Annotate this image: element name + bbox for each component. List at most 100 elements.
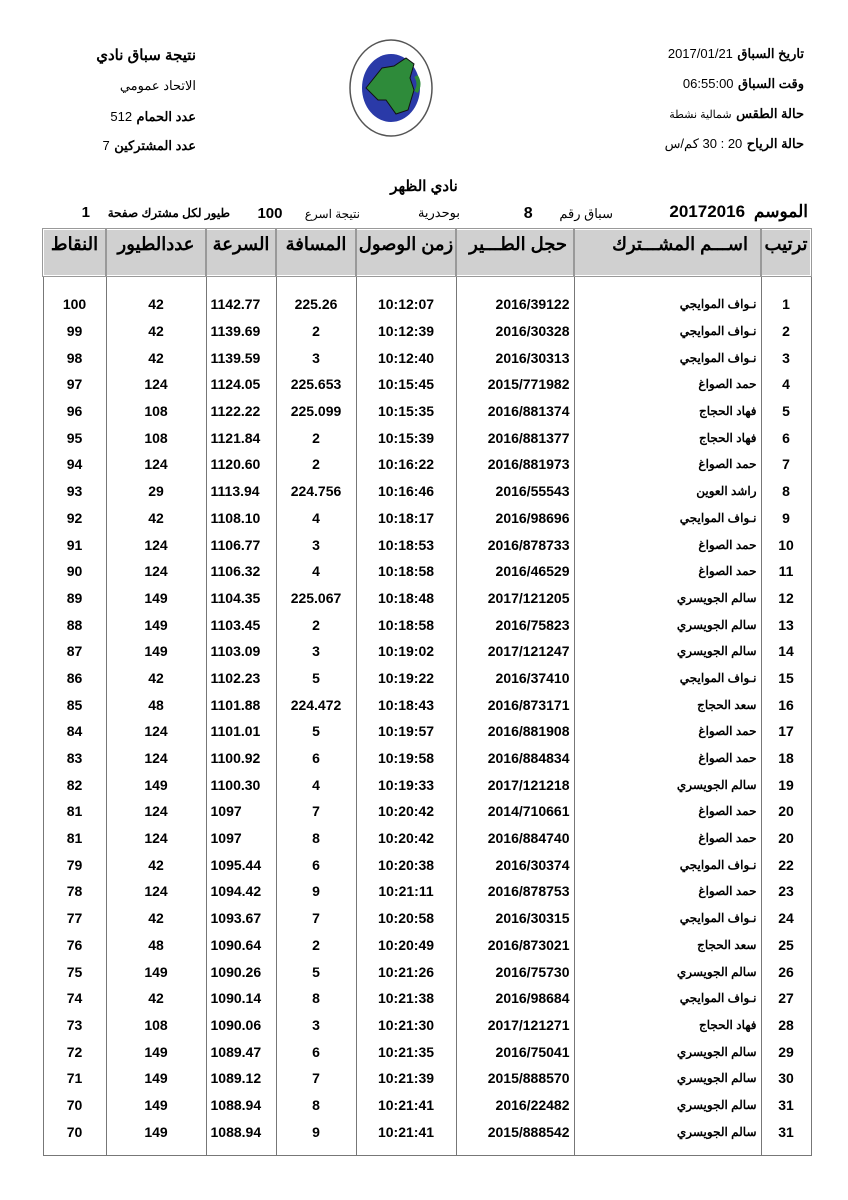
pigeon-count-value: 512 [110, 109, 133, 124]
speed-cell: 1122.22 [205, 397, 277, 425]
participant-cell: نـواف الموايجي [573, 851, 762, 879]
bird-count-cell: 149 [105, 637, 207, 665]
points-cell: 75 [42, 958, 107, 985]
arrival-time-cell: 10:12:07 [355, 276, 457, 318]
fastest-results: نتيجة اسرع 100 [257, 205, 360, 223]
arrival-time-cell: 10:16:22 [355, 451, 457, 478]
bird-count-cell: 149 [105, 771, 207, 799]
table-row: 25 سعد الحجاج 2016/873021 10:20:49 2 1090.64 4… [42, 931, 812, 959]
speed-cell: 1097 [205, 798, 277, 825]
table-row: 11 حمد الصواغ 2016/46529 10:18:58 4 1106.32 12… [42, 557, 812, 585]
weather-label: حالة الطقس [736, 106, 804, 121]
speed-cell: 1106.77 [205, 531, 277, 558]
arrival-time-cell: 10:18:58 [355, 557, 457, 585]
rank-cell: 3 [760, 344, 812, 372]
speed-cell: 1104.35 [205, 584, 277, 612]
header-participant: اســـم المشـــترك [573, 228, 762, 277]
table-row: 14 سالم الجويسري 2017/121247 10:19:02 3 1103.… [42, 637, 812, 665]
bird-count-cell: 149 [105, 584, 207, 612]
table-row: 31 سالم الجويسري 2016/22482 10:21:41 8 1088.9… [42, 1091, 812, 1119]
points-cell: 79 [42, 851, 107, 879]
participant-cell: حمد الصواغ [573, 557, 762, 585]
participant-cell: نـواف الموايجي [573, 344, 762, 372]
bird-count-cell: 42 [105, 851, 207, 879]
bird-count-cell: 124 [105, 798, 207, 825]
arrival-time-cell: 10:18:17 [355, 504, 457, 532]
points-cell: 97 [42, 371, 107, 398]
distance-cell: 224.756 [275, 477, 357, 505]
rank-cell: 4 [760, 371, 812, 398]
table-row: 24 نـواف الموايجي 2016/30315 10:20:58 7 1093.… [42, 904, 812, 932]
distance-cell: 225.067 [275, 584, 357, 612]
distance-cell: 8 [275, 984, 357, 1012]
table-header-row: ترتيب اســـم المشـــترك حجل الطـــير زمن… [42, 228, 812, 277]
distance-cell: 5 [275, 664, 357, 692]
table-row: 9 نـواف الموايجي 2016/98696 10:18:17 4 1108.1… [42, 504, 812, 532]
table-row: 2 نـواف الموايجي 2016/30328 10:12:39 2 1139.6… [42, 317, 812, 345]
season-label: الموسم [753, 202, 808, 221]
participant-cell: سالم الجويسري [573, 1038, 762, 1065]
points-cell: 74 [42, 984, 107, 1012]
participant-cell: نـواف الموايجي [573, 276, 762, 318]
arrival-time-cell: 10:12:40 [355, 344, 457, 372]
table-row: 19 سالم الجويسري 2017/121218 10:19:33 4 1100.… [42, 771, 812, 799]
rank-cell: 13 [760, 611, 812, 638]
participant-cell: سالم الجويسري [573, 584, 762, 612]
participant-cell: سالم الجويسري [573, 611, 762, 638]
bird-count-cell: 42 [105, 317, 207, 345]
participant-cell: سالم الجويسري [573, 1091, 762, 1119]
points-cell: 71 [42, 1064, 107, 1092]
arrival-time-cell: 10:20:49 [355, 931, 457, 959]
participant-cell: فهاد الحجاج [573, 397, 762, 425]
points-cell: 78 [42, 878, 107, 905]
rank-cell: 31 [760, 1118, 812, 1157]
bird-count-cell: 149 [105, 958, 207, 985]
rank-cell: 27 [760, 984, 812, 1012]
rank-cell: 23 [760, 878, 812, 905]
arrival-time-cell: 10:18:43 [355, 691, 457, 718]
speed-cell: 1088.94 [205, 1118, 277, 1157]
ring-cell: 2015/888542 [455, 1118, 575, 1157]
arrival-time-cell: 10:18:53 [355, 531, 457, 558]
rank-cell: 7 [760, 451, 812, 478]
race-number: سباق رقم 8 [524, 205, 613, 223]
ring-cell: 2016/75823 [455, 611, 575, 638]
points-cell: 81 [42, 824, 107, 852]
points-cell: 92 [42, 504, 107, 532]
ring-cell: 2016/878753 [455, 878, 575, 905]
table-row: 29 سالم الجويسري 2016/75041 10:21:35 6 1089.4… [42, 1038, 812, 1065]
race-time: وقت السباق 06:55:00 [683, 75, 804, 93]
rank-cell: 24 [760, 904, 812, 932]
points-cell: 72 [42, 1038, 107, 1065]
bird-count-cell: 42 [105, 664, 207, 692]
table-row: 6 فهاد الحجاج 2016/881377 10:15:39 2 1121.84 1… [42, 424, 812, 452]
rank-cell: 18 [760, 744, 812, 772]
bird-count-cell: 42 [105, 904, 207, 932]
speed-cell: 1094.42 [205, 878, 277, 905]
distance-cell: 225.653 [275, 371, 357, 398]
bird-count-cell: 124 [105, 531, 207, 558]
rank-cell: 5 [760, 397, 812, 425]
distance-cell: 8 [275, 824, 357, 852]
distance-cell: 9 [275, 1118, 357, 1157]
ring-cell: 2015/771982 [455, 371, 575, 398]
speed-cell: 1090.06 [205, 1011, 277, 1039]
participant-count: عدد المشتركين 7 [103, 137, 196, 155]
points-cell: 77 [42, 904, 107, 932]
header-rank: ترتيب [760, 228, 812, 277]
rank-cell: 8 [760, 477, 812, 505]
distance-cell: 3 [275, 1011, 357, 1039]
wind-label: حالة الرياح [746, 136, 804, 151]
speed-cell: 1090.64 [205, 931, 277, 959]
ring-cell: 2016/39122 [455, 276, 575, 318]
rank-cell: 9 [760, 504, 812, 532]
header-bird-count: عددالطيور [105, 228, 207, 277]
participant-cell: نـواف الموايجي [573, 317, 762, 345]
distance-cell: 224.472 [275, 691, 357, 718]
bird-count-cell: 124 [105, 718, 207, 745]
distance-cell: 9 [275, 878, 357, 905]
points-cell: 98 [42, 344, 107, 372]
table-row: 12 سالم الجويسري 2017/121205 10:18:48 225.06… [42, 584, 812, 612]
arrival-time-cell: 10:20:42 [355, 824, 457, 852]
table-row: 23 حمد الصواغ 2016/878753 10:21:11 9 1094.42 1… [42, 878, 812, 905]
